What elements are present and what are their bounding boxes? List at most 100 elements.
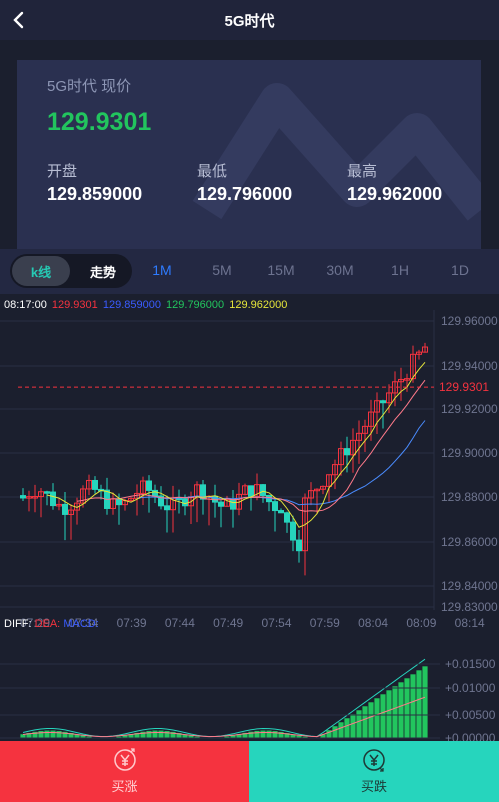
price-axis-label: 129.92000 xyxy=(441,402,498,416)
macd-bar xyxy=(68,732,74,738)
candle-body xyxy=(158,495,164,507)
period-5m[interactable]: 5M xyxy=(212,262,232,278)
price-axis-label: 129.88000 xyxy=(441,490,498,504)
period-1m[interactable]: 1M xyxy=(152,262,172,278)
macd-bar xyxy=(176,733,182,738)
macd-dea-label: DEA: xyxy=(34,618,61,630)
buy-down-button[interactable]: 买跌 xyxy=(249,741,499,802)
macd-bar xyxy=(116,736,122,738)
macd-bar xyxy=(296,735,302,738)
candle-body xyxy=(68,509,74,515)
buy-up-label: 买涨 xyxy=(111,779,138,794)
instrument-name-label: 5G时代 现价 xyxy=(47,78,132,95)
period-1d[interactable]: 1D xyxy=(451,262,469,278)
period-30m[interactable]: 30M xyxy=(326,262,354,278)
tab-trend[interactable]: 走势 xyxy=(89,264,116,280)
macd-axis-label: +0.01500 xyxy=(445,657,496,671)
candle-body xyxy=(38,491,44,498)
macd-bar xyxy=(248,731,254,738)
macd-axis-label: +0.00500 xyxy=(445,708,496,722)
candle-body xyxy=(410,353,416,380)
background-logo-decoration xyxy=(192,83,481,221)
macd-bar xyxy=(422,666,428,738)
low-label: 最低 xyxy=(197,163,228,180)
macd-bar xyxy=(398,682,404,738)
macd-bar xyxy=(80,735,86,738)
macd-axis: +0.01500 +0.01000 +0.00500 +0.00000 xyxy=(0,657,496,741)
candle-body xyxy=(80,488,86,504)
candle-body xyxy=(320,485,326,490)
macd-bar xyxy=(344,718,350,738)
macd-bar xyxy=(284,733,290,738)
candle-body xyxy=(116,498,122,506)
high-value: 129.962000 xyxy=(347,184,443,204)
current-price-axis-label: 129.9301 xyxy=(439,380,489,394)
candle-body xyxy=(332,464,338,476)
time-axis-label: 07:49 xyxy=(213,616,243,630)
candle-body xyxy=(254,484,260,497)
back-arrow-icon[interactable] xyxy=(8,8,30,32)
candle-body xyxy=(50,491,56,507)
candle-body xyxy=(182,498,188,507)
macd-axis-label: +0.00000 xyxy=(445,731,496,741)
macd-bar xyxy=(302,736,308,738)
time-axis-label: 07:39 xyxy=(117,616,147,630)
time-axis: 07:29 07:34 07:39 07:44 07:49 07:54 07:59 08:04… xyxy=(20,616,485,630)
buy-up-button[interactable]: 买涨 xyxy=(0,741,249,802)
macd-bar xyxy=(404,678,410,738)
chart-tab-bar: k线 走势 1M 5M 15M 30M 1H 1D xyxy=(0,249,499,294)
price-axis-label: 129.86000 xyxy=(441,535,498,549)
candle-body xyxy=(404,378,410,381)
tab-kline[interactable]: k线 xyxy=(12,256,70,286)
macd-bar xyxy=(290,734,296,738)
candle-body xyxy=(284,512,290,523)
macd-bar xyxy=(158,730,164,738)
macd-bar xyxy=(230,735,236,738)
period-1h[interactable]: 1H xyxy=(391,262,409,278)
macd-bar xyxy=(242,732,248,738)
macd-bar xyxy=(86,736,92,738)
candle-body xyxy=(128,497,134,502)
candle-body xyxy=(308,490,314,499)
price-axis: 129.96000 129.94000 129.92000 129.90000 129.… xyxy=(441,314,498,614)
macd-axis-label: +0.01000 xyxy=(445,681,496,695)
candle-body xyxy=(56,503,62,507)
time-axis-label: 08:09 xyxy=(406,616,436,630)
candle-body xyxy=(218,501,224,507)
time-axis-label: 07:59 xyxy=(310,616,340,630)
candle-body xyxy=(230,498,236,510)
candle-body xyxy=(278,510,284,514)
macd-bar xyxy=(338,722,344,738)
candle-body xyxy=(422,346,428,353)
period-15m[interactable]: 15M xyxy=(267,262,295,278)
macd-lines xyxy=(22,658,426,738)
legend-high: 129.962000 xyxy=(229,299,288,311)
macd-bar xyxy=(134,732,140,738)
macd-bar xyxy=(62,731,68,738)
candle-body xyxy=(242,485,248,495)
kline-chart[interactable]: 129.96000 129.94000 129.92000 129.90000 129.… xyxy=(0,310,499,741)
candle-body xyxy=(380,400,386,404)
macd-bar xyxy=(272,731,278,738)
candle-body xyxy=(290,521,296,541)
price-axis-label: 129.90000 xyxy=(441,446,498,460)
macd-bar xyxy=(194,736,200,738)
time-axis-label: 07:29 xyxy=(20,616,50,630)
candle-body xyxy=(350,439,356,456)
candle-body xyxy=(362,425,368,434)
macd-bar xyxy=(152,730,158,738)
candle-body xyxy=(344,448,350,456)
chart-type-toggle: k线 走势 xyxy=(10,254,132,288)
macd-bar xyxy=(182,734,188,738)
buy-down-label: 买跌 xyxy=(360,779,387,794)
yuan-down-icon xyxy=(363,749,385,772)
legend-low: 129.796000 xyxy=(166,299,225,311)
top-bar: 5G时代 xyxy=(0,0,499,40)
high-label: 最高 xyxy=(347,163,378,180)
ma20-line xyxy=(136,420,426,506)
candle-body xyxy=(26,496,32,499)
candle-body xyxy=(152,489,158,497)
open-value: 129.859000 xyxy=(47,184,143,204)
time-axis-label: 07:54 xyxy=(261,616,291,630)
candle-body xyxy=(314,488,320,492)
